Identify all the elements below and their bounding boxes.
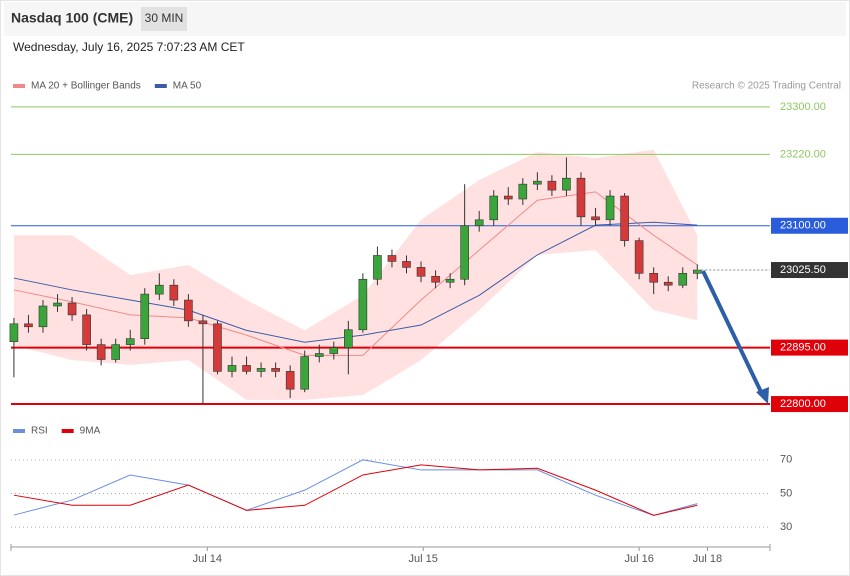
candle-body: [24, 323, 33, 328]
x-tick-label: Jul 18: [693, 553, 722, 565]
interval-box: [141, 7, 187, 31]
candle-body: [576, 177, 586, 218]
candle-body: [198, 320, 208, 325]
candle-body: [591, 216, 600, 221]
candle-body: [387, 255, 397, 262]
rsi-line: [13, 459, 698, 516]
last-price-label: 23025.50: [780, 264, 826, 276]
candle-body: [300, 356, 310, 390]
moving-average: [13, 191, 698, 356]
y-tick-label: 70: [780, 454, 792, 466]
candle-body: [547, 180, 557, 191]
last-price-box: [771, 262, 848, 279]
candle-body: [402, 261, 411, 268]
level-label: 23300.00: [780, 101, 826, 113]
candle-body: [416, 267, 426, 277]
candle-body: [271, 368, 280, 372]
candle-body: [213, 323, 222, 372]
bollinger-band: [13, 149, 698, 400]
candle-body: [53, 302, 62, 307]
candle-body: [562, 177, 571, 191]
x-tick-label: Jul 16: [624, 553, 653, 565]
candle-body: [82, 314, 91, 345]
candle-body: [125, 338, 135, 345]
candle-body: [678, 273, 688, 286]
interval: 30 MIN: [145, 11, 184, 25]
candle-body: [489, 195, 499, 221]
timestamp: Wednesday, July 16, 2025 7:07:23 AM CET: [13, 40, 245, 54]
candle-body: [38, 305, 48, 328]
rsi-line: [13, 464, 698, 516]
candle-body: [620, 195, 629, 241]
candle-body: [431, 275, 440, 283]
candle-body: [155, 284, 164, 295]
legend-swatch: [154, 84, 167, 88]
legend-swatch: [61, 429, 74, 433]
candle-body: [227, 365, 237, 372]
y-tick-label: 30: [780, 521, 792, 533]
level-label: 22800.00: [780, 398, 826, 410]
candle-body: [184, 299, 193, 322]
legend-label: MA 20 + Bollinger Bands: [31, 81, 141, 92]
level-label-box: [771, 339, 848, 356]
candle-body: [663, 281, 673, 286]
level-label-box: [771, 396, 848, 413]
candle-body: [358, 278, 368, 331]
candle-body: [605, 195, 615, 221]
legend-swatch: [13, 429, 25, 433]
candle-body: [256, 368, 266, 372]
x-tick-label: Jul 14: [193, 553, 222, 565]
level-label: 23100.00: [780, 220, 826, 232]
candle-body: [634, 240, 644, 274]
chart-title: Nasdaq 100 (CME): [11, 10, 133, 26]
legend-label: MA 50: [173, 81, 202, 92]
candle-body: [329, 347, 339, 354]
forecast-arrowhead: [756, 387, 769, 404]
candle-body: [96, 344, 106, 360]
candle-body: [503, 195, 513, 200]
candle-body: [111, 344, 120, 360]
candle-body: [285, 371, 295, 390]
candle-body: [460, 225, 469, 280]
level-label: 23220.00: [780, 148, 826, 160]
candle-body: [169, 284, 179, 301]
credit: Research © 2025 Trading Central: [692, 81, 841, 92]
candle-body: [474, 219, 484, 227]
y-tick-label: 50: [780, 487, 792, 499]
x-tick-label: Jul 15: [409, 553, 438, 565]
candle-body: [314, 353, 324, 357]
legend-swatch: [13, 84, 25, 88]
candle-body: [649, 273, 658, 283]
forecast-arrow: [701, 270, 765, 397]
candle-body: [9, 323, 19, 342]
candle-body: [518, 183, 528, 200]
candle-body: [67, 302, 77, 316]
level-label: 22895.00: [780, 342, 826, 354]
candle-body: [373, 255, 382, 280]
candle-body: [445, 278, 455, 283]
legend-label: RSI: [31, 426, 48, 437]
candle-body: [344, 329, 353, 348]
candle-body: [140, 293, 150, 339]
level-label-box: [771, 217, 848, 234]
legend-label: 9MA: [80, 426, 101, 437]
candle-body: [533, 180, 542, 185]
candle-body: [242, 365, 251, 372]
